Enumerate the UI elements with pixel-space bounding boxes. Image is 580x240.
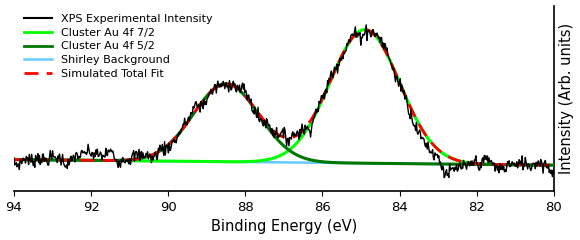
Legend: XPS Experimental Intensity, Cluster Au 4f 7/2, Cluster Au 4f 5/2, Shirley Backgr: XPS Experimental Intensity, Cluster Au 4… bbox=[20, 9, 217, 84]
Y-axis label: Intensity (Arb. units): Intensity (Arb. units) bbox=[560, 23, 574, 174]
X-axis label: Binding Energy (eV): Binding Energy (eV) bbox=[211, 219, 357, 234]
